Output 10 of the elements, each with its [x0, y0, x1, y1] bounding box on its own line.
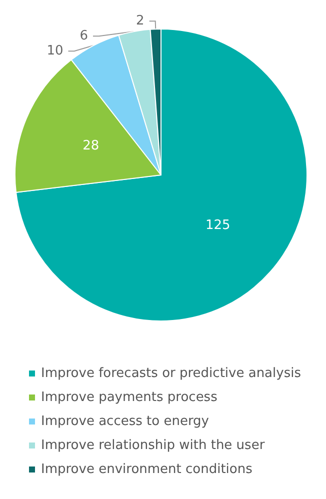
legend-label: Improve forecasts or predictive analysis — [41, 366, 302, 381]
data-label: 10 — [46, 44, 64, 59]
legend-label: Improve access to energy — [41, 414, 210, 429]
data-label: 28 — [82, 138, 100, 154]
data-label: 6 — [80, 28, 88, 44]
data-label: 2 — [136, 14, 144, 29]
legend-label: Improve payments process — [41, 390, 218, 405]
legend-label: Improve relationship with the user — [41, 438, 266, 453]
data-label: 125 — [205, 218, 230, 233]
legend-label: Improve environment conditions — [41, 462, 253, 477]
